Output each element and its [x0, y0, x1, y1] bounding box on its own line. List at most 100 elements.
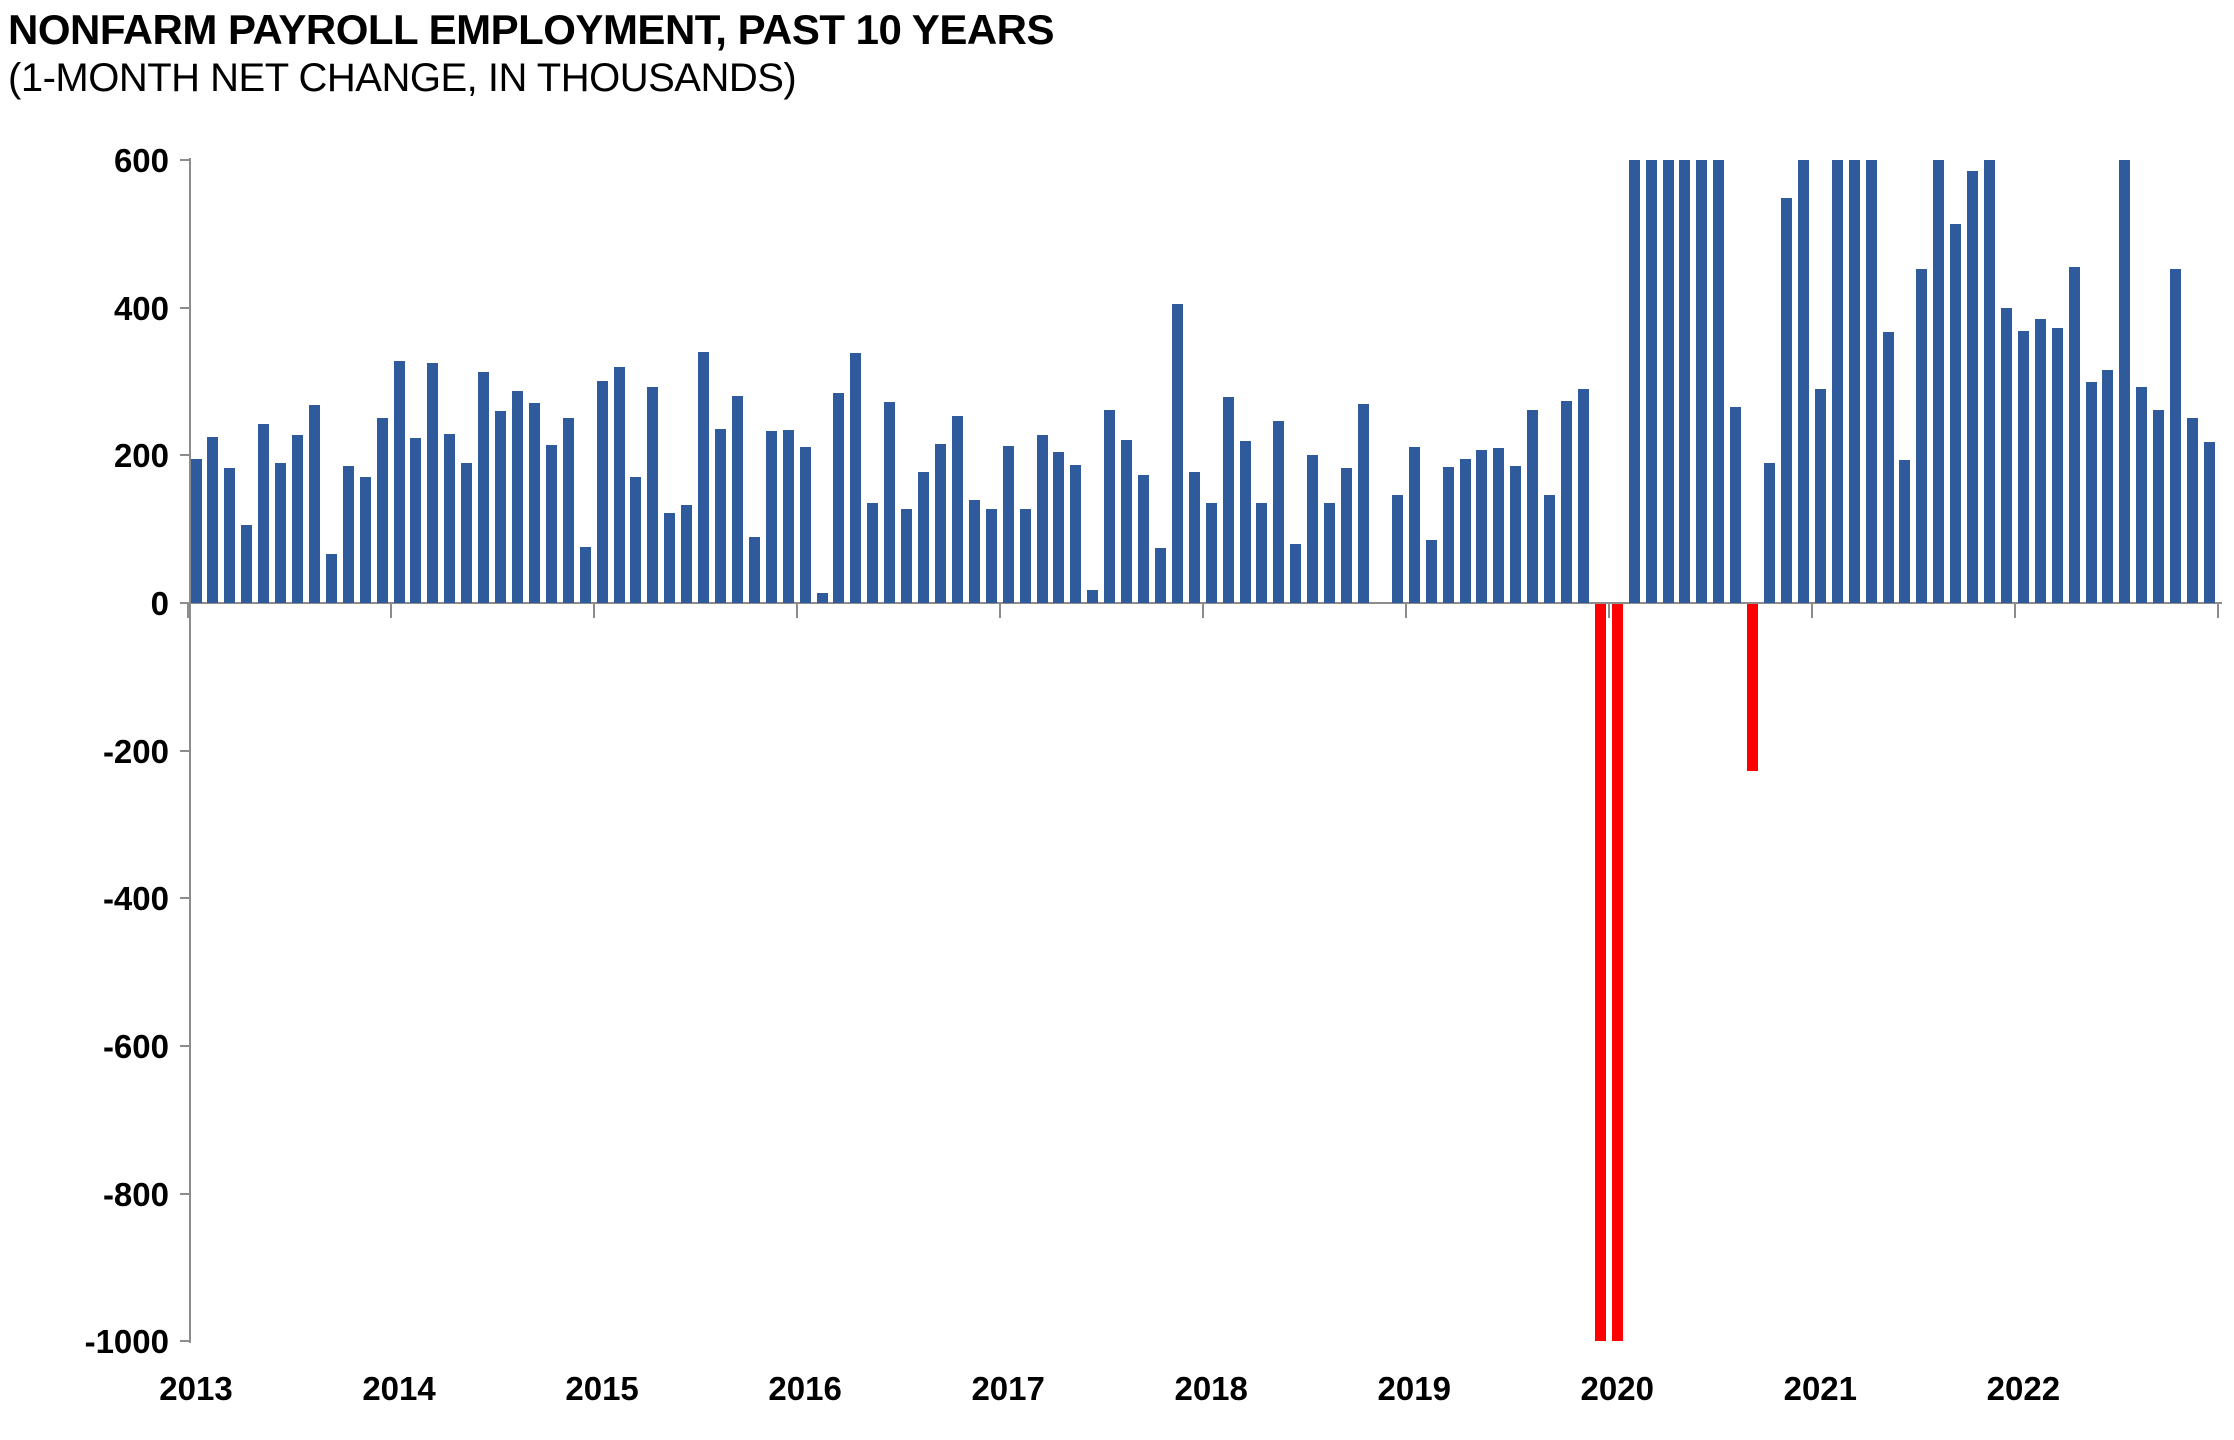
bar-2013-08	[258, 424, 270, 603]
bar-2015-09	[681, 504, 693, 603]
y-axis-label-0: 0	[150, 585, 169, 622]
bar-2016-08	[867, 503, 879, 603]
x-tick-1	[389, 603, 392, 618]
y-axis-label--200: -200	[102, 732, 169, 770]
bar-2013-09	[275, 462, 287, 603]
bar-2016-05	[816, 592, 828, 603]
x-tick-7	[1607, 603, 1610, 618]
y-tick-600	[180, 159, 191, 161]
bar-2018-07	[1256, 503, 1268, 603]
x-tick-0	[186, 603, 189, 618]
x-tick-5	[1201, 603, 1204, 618]
bar-2016-07	[850, 353, 862, 603]
bar-2022-08	[2085, 381, 2097, 603]
x-axis-label-2013: 2013	[159, 1370, 233, 1407]
bar-2019-06	[1442, 467, 1454, 603]
bar-2014-03	[376, 418, 388, 603]
bar-2017-11	[1121, 439, 1133, 603]
bar-2014-02	[359, 477, 371, 603]
x-axis-label-2022: 2022	[1986, 1370, 2061, 1407]
bar-2014-05	[410, 438, 422, 603]
bar-2019-08	[1476, 450, 1488, 603]
bar-2021-01	[1764, 462, 1776, 603]
y-tick--400	[180, 897, 191, 900]
bar-2018-06	[1239, 440, 1251, 603]
bar-2021-07	[1865, 160, 1877, 603]
x-axis-label-2021: 2021	[1783, 1370, 1858, 1407]
x-tick-10	[2216, 603, 2219, 618]
bar-2014-09	[478, 371, 490, 603]
bar-2020-05	[1628, 160, 1640, 603]
bar-2022-11	[2136, 387, 2148, 603]
bar-2020-04	[1611, 604, 1623, 1342]
bar-2018-10	[1307, 454, 1319, 603]
bar-2022-09	[2102, 370, 2114, 603]
bar-2020-06	[1645, 160, 1657, 603]
bar-2021-08	[1882, 332, 1894, 603]
bar-2019-11	[1527, 409, 1539, 603]
bar-2015-01	[545, 444, 557, 603]
bar-2017-12	[1138, 474, 1150, 603]
bar-2018-05	[1222, 397, 1234, 603]
bar-2023-02	[2187, 418, 2199, 603]
bar-2022-12	[2153, 409, 2165, 603]
bar-2015-11	[715, 428, 727, 603]
bar-2019-05	[1425, 540, 1437, 603]
y-tick-200	[180, 454, 191, 457]
bar-2015-10	[698, 351, 710, 603]
y-tick-0	[180, 602, 191, 604]
bar-2023-01	[2170, 268, 2182, 603]
bar-2023-03	[2203, 442, 2215, 603]
bar-2017-09	[1087, 590, 1099, 603]
bar-2014-08	[461, 462, 473, 603]
y-axis-label-200: 200	[113, 437, 169, 475]
bar-2013-06	[224, 467, 236, 603]
bar-2015-06	[630, 476, 642, 603]
bar-2013-04	[190, 459, 202, 603]
x-axis-label-2018: 2018	[1174, 1370, 1248, 1407]
bar-2021-05	[1831, 160, 1843, 603]
x-tick-6	[1404, 603, 1407, 618]
bar-2022-05	[2034, 318, 2046, 603]
bar-2017-02	[968, 499, 980, 603]
bar-2019-01	[1357, 403, 1369, 603]
bar-2022-01	[1967, 171, 1979, 603]
bar-2019-07	[1459, 459, 1471, 603]
x-tick-3	[795, 603, 798, 618]
bar-2018-03	[1188, 472, 1200, 603]
x-axis-label-2019: 2019	[1377, 1370, 1451, 1407]
bar-2022-07	[2068, 267, 2080, 603]
bar-2013-10	[292, 434, 304, 603]
bar-2020-10	[1713, 160, 1725, 603]
y-axis-label--800: -800	[102, 1175, 169, 1213]
bar-2021-06	[1848, 160, 1860, 603]
bar-2019-09	[1493, 447, 1505, 603]
chart-subtitle: (1-MONTH NET CHANGE, IN THOUSANDS)	[8, 56, 797, 100]
bar-2020-11	[1730, 407, 1742, 603]
x-tick-4	[998, 603, 1001, 618]
bar-2014-11	[511, 391, 523, 603]
bar-2014-12	[528, 402, 540, 603]
bar-2015-12	[731, 396, 743, 603]
bar-2015-05	[613, 367, 625, 603]
bar-2021-11	[1933, 160, 1945, 603]
bar-2018-11	[1324, 503, 1336, 603]
bar-2016-03	[782, 430, 794, 603]
x-axis-label-2016: 2016	[768, 1370, 842, 1407]
y-tick--800	[180, 1192, 191, 1195]
bar-2021-04	[1814, 388, 1826, 603]
x-tick-2	[592, 603, 595, 618]
bar-2015-03	[579, 546, 591, 603]
x-axis-label-2020: 2020	[1580, 1370, 1654, 1407]
bar-2021-09	[1899, 459, 1911, 603]
bar-2022-04	[2017, 331, 2029, 603]
bar-2020-02	[1577, 388, 1589, 603]
y-tick--1000	[180, 1340, 191, 1343]
bar-2014-06	[427, 363, 439, 603]
bar-2019-10	[1510, 465, 1522, 603]
bar-2022-02	[1984, 160, 1996, 603]
bar-2021-02	[1780, 197, 1792, 603]
bar-2019-12	[1544, 495, 1556, 603]
